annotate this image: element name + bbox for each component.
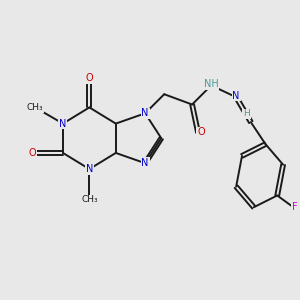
Text: F: F [292, 202, 298, 212]
Text: N: N [142, 158, 149, 168]
Text: N: N [86, 164, 93, 174]
Text: NH: NH [204, 79, 219, 89]
Text: CH₃: CH₃ [27, 103, 44, 112]
Text: N: N [232, 91, 240, 101]
Text: O: O [85, 73, 93, 83]
Text: O: O [28, 148, 36, 158]
Text: CH₃: CH₃ [81, 195, 98, 204]
Text: N: N [59, 118, 67, 129]
Text: N: N [142, 108, 149, 118]
Text: O: O [197, 128, 205, 137]
Text: H: H [243, 110, 250, 118]
